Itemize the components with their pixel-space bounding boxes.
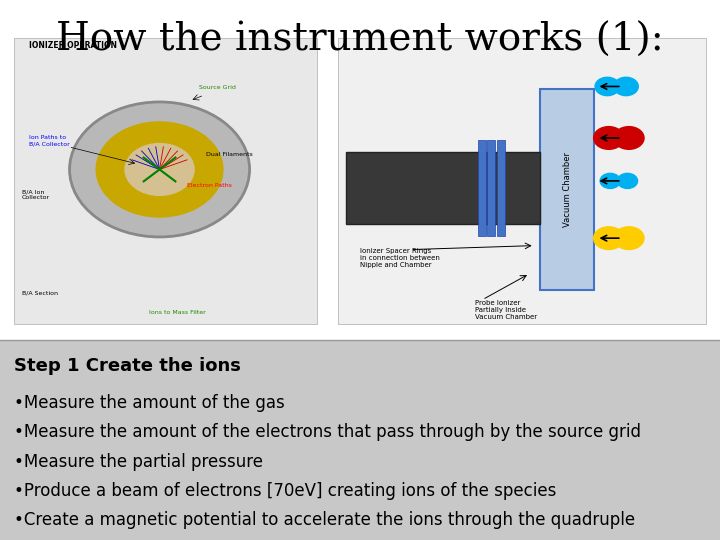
Text: Ionizer Spacer Rings
in connection between
Nipple and Chamber: Ionizer Spacer Rings in connection betwe…: [360, 248, 440, 268]
Text: IONIZER OPERATION: IONIZER OPERATION: [29, 40, 117, 50]
Bar: [487, 140, 495, 235]
Bar: [540, 89, 595, 289]
Circle shape: [70, 102, 250, 237]
Bar: [338, 38, 706, 324]
Text: Step 1 Create the ions: Step 1 Create the ions: [14, 357, 241, 375]
Text: Electron Paths: Electron Paths: [187, 183, 232, 188]
Bar: [497, 140, 505, 235]
Circle shape: [613, 77, 638, 96]
Bar: [0, 0, 720, 340]
Bar: [14, 38, 317, 324]
Text: •Measure the amount of the gas: •Measure the amount of the gas: [14, 394, 285, 412]
Text: Source Grid: Source Grid: [199, 85, 236, 90]
Circle shape: [593, 126, 624, 149]
Text: B/A Ion
Collector: B/A Ion Collector: [22, 190, 50, 200]
Text: Probe Ionizer
Partially Inside
Vacuum Chamber: Probe Ionizer Partially Inside Vacuum Ch…: [475, 300, 537, 320]
Bar: [0, 340, 720, 540]
Bar: [346, 152, 540, 224]
Circle shape: [96, 122, 223, 217]
Text: Ions to Mass Filter: Ions to Mass Filter: [149, 310, 205, 315]
Circle shape: [595, 77, 619, 96]
Bar: [478, 140, 486, 235]
Text: B/A Section: B/A Section: [22, 291, 58, 295]
Circle shape: [617, 173, 638, 188]
Text: Dual Filaments: Dual Filaments: [207, 152, 253, 157]
Circle shape: [600, 173, 621, 188]
Text: Ion Paths to
B/A Collector: Ion Paths to B/A Collector: [29, 136, 70, 146]
Text: •Measure the amount of the electrons that pass through by the source grid: •Measure the amount of the electrons tha…: [14, 423, 642, 441]
Circle shape: [613, 126, 644, 149]
Circle shape: [613, 227, 644, 249]
Text: Vacuum Chamber: Vacuum Chamber: [563, 152, 572, 227]
Text: How the instrument works (1):: How the instrument works (1):: [56, 22, 664, 59]
Circle shape: [593, 227, 624, 249]
Text: •Create a magnetic potential to accelerate the ions through the quadruple: •Create a magnetic potential to accelera…: [14, 511, 636, 529]
Text: •Measure the partial pressure: •Measure the partial pressure: [14, 453, 264, 470]
Text: •Produce a beam of electrons [70eV] creating ions of the species: •Produce a beam of electrons [70eV] crea…: [14, 482, 557, 500]
Circle shape: [125, 144, 194, 195]
